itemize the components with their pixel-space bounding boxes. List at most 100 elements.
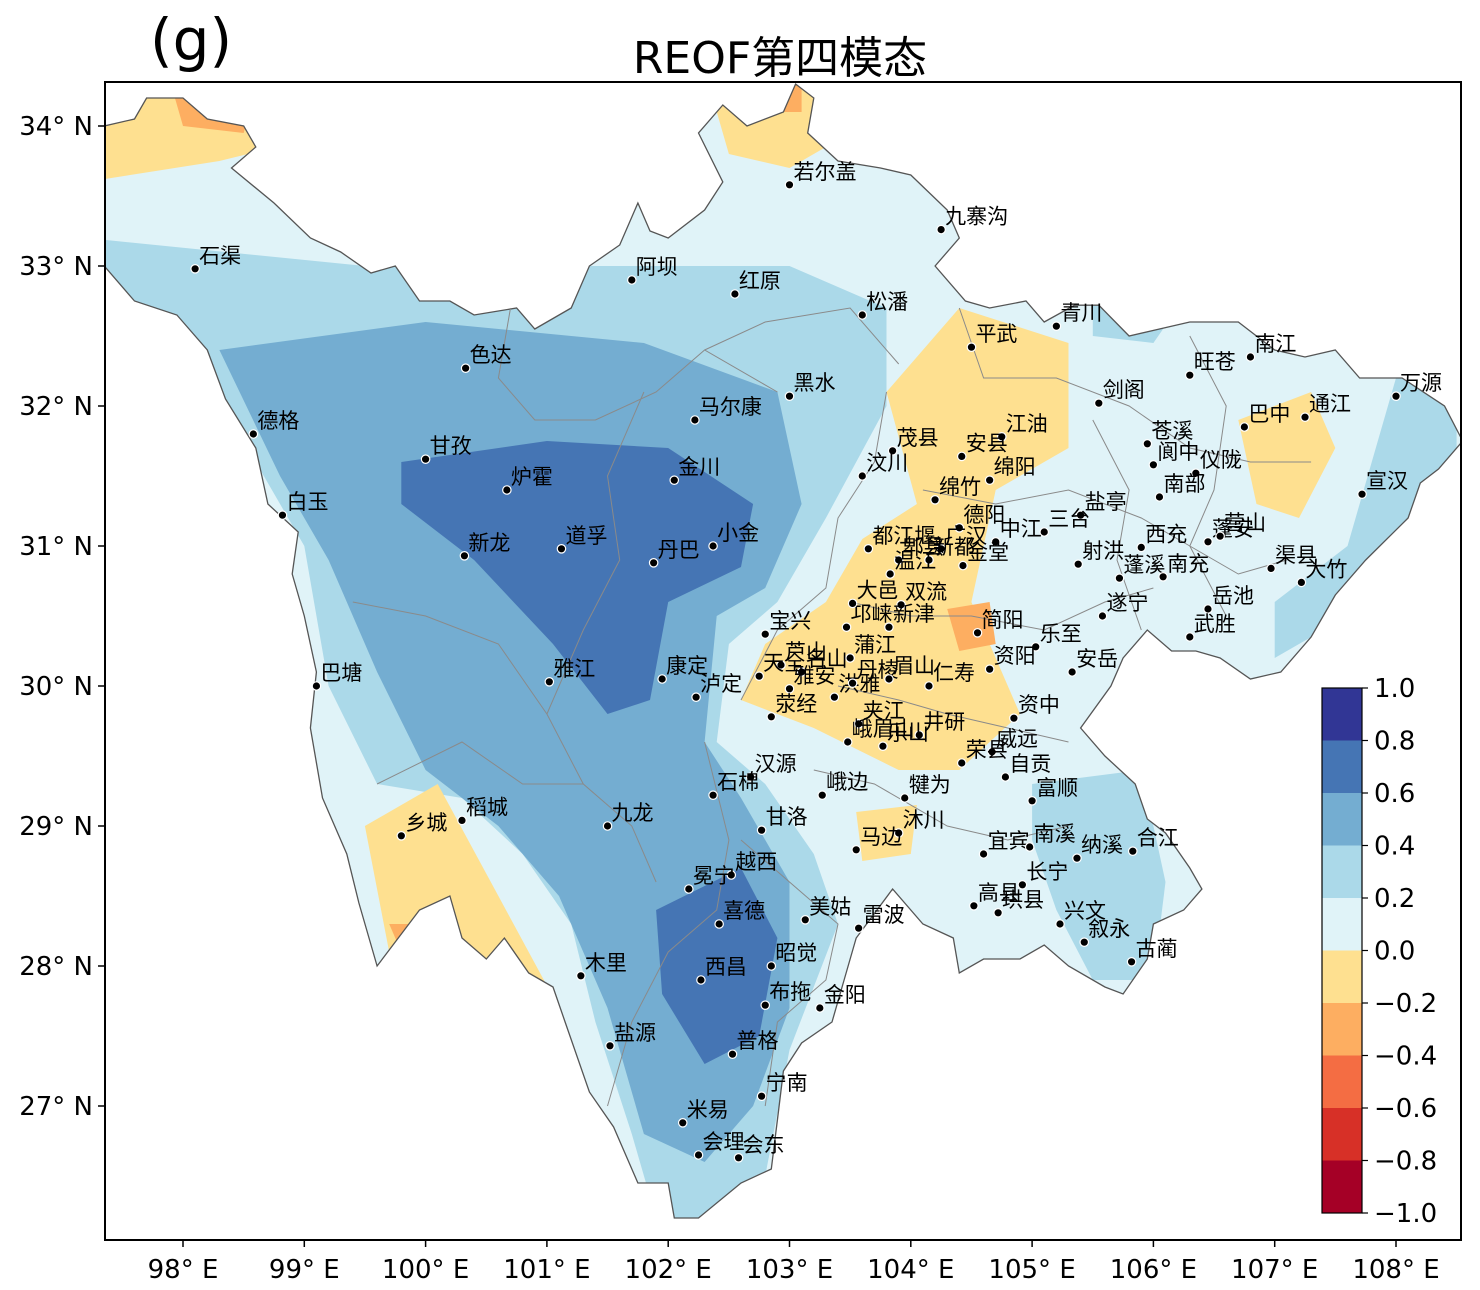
station-label: 青川 [1060,301,1102,325]
contour-patch [1238,392,1336,518]
station-dot [1017,879,1028,890]
station-label: 小金 [717,521,759,545]
station-label: 绵竹 [939,475,981,499]
station-dot [796,667,807,677]
lon-tick-label: 98° E [148,1255,219,1285]
station-dot [956,758,967,768]
station-dot [1072,853,1082,863]
station: 简阳 [972,608,1024,638]
station-label: 荣县 [966,738,1008,762]
station: 阿坝 [627,255,678,285]
station-dot [936,224,946,235]
lon-tick-label: 103° E [746,1255,833,1285]
station-label: 南江 [1254,332,1296,356]
station-label: 乐山 [887,721,929,745]
station-dot [842,737,853,747]
station-label: 富顺 [1036,776,1078,800]
station-label: 若尔盖 [794,160,857,184]
station-label: 马尔康 [699,395,762,419]
station: 纳溪 [1072,833,1123,863]
station: 双流 [896,580,947,610]
station-dot [887,445,898,456]
station-dot [311,681,322,691]
lon-tick-label: 104° E [867,1255,954,1285]
station-label: 普格 [736,1029,778,1053]
station-dot [544,676,555,687]
station-dot [1300,412,1310,422]
map-title: REOF第四模态 [632,33,928,84]
station-label: 自贡 [1009,752,1051,776]
station-label: 盐源 [614,1021,656,1045]
station: 天全 [754,651,805,681]
station: 九龙 [602,801,654,831]
colorbar-tick-label: 0.4 [1374,832,1415,862]
latitude-axis: 27° N 28° N 29° N 30° N 31° N 32° N 33° N 34° N [19,112,105,1122]
station: 甘孜 [420,434,472,464]
station-label: 丹巴 [658,538,700,562]
station-label: 郫县 [903,535,945,559]
station: 南部 [1154,472,1205,502]
station: 布拖 [760,980,811,1010]
station: 合江 [1127,826,1179,856]
station: 会东 [733,1133,785,1163]
station-dot [627,275,637,285]
station: 蒲江 [845,633,896,663]
county-line [813,769,1069,841]
station-label: 新津 [893,602,935,626]
station-dot [884,674,894,684]
station-label: 峨边 [826,770,868,794]
colorbar-tick-label: −0.2 [1374,989,1437,1019]
station: 旺苍 [1184,350,1236,380]
station-label: 巴中 [1248,402,1290,426]
station-label: 松潘 [866,290,908,314]
station: 宜宾 [978,829,1030,859]
station-dot [1027,795,1037,806]
station-dot [1184,370,1195,380]
station-dot [1239,422,1250,432]
station-dot [800,914,811,925]
colorbar-tick-label: 0.8 [1374,727,1415,757]
station-label: 蒲江 [854,633,896,657]
station: 雅江 [544,657,595,687]
station-label: 新龙 [468,531,510,555]
station: 石渠 [190,244,241,274]
station-dot [766,961,777,971]
station: 眉山 [884,654,935,684]
station: 犍为 [899,773,951,803]
station-dot [754,671,764,681]
station-label: 雷波 [863,903,905,927]
colorbar-tick-label: 0.6 [1374,779,1415,809]
station: 新都 [924,535,975,565]
station-label: 泸定 [700,672,742,696]
station: 德格 [248,409,299,439]
colorbar-swatch [1322,1003,1362,1056]
station: 郫县 [893,535,945,565]
station: 绵竹 [930,475,981,505]
station-dot [277,510,288,520]
station-label: 荥经 [775,692,817,716]
station: 若尔盖 [784,160,857,190]
station-dot [930,494,940,505]
station-label: 三台 [1048,507,1090,531]
station: 富顺 [1027,776,1078,806]
map-frame [104,81,1462,1241]
station-label: 雅安 [794,664,836,688]
station-label: 道孚 [565,524,607,548]
lon-tick-label: 102° E [625,1255,712,1285]
station-label: 茂县 [897,426,939,450]
station-label: 兴文 [1064,899,1106,923]
station-dot [602,821,613,831]
station-dot [958,560,968,571]
colorbar-swatch [1322,1160,1362,1214]
station-label: 遂宁 [1106,591,1148,615]
station-label: 天全 [763,651,805,675]
contour-patch [656,868,778,1064]
station: 汉源 [745,752,797,782]
station: 西充 [1136,522,1187,553]
station-label: 甘孜 [430,434,472,458]
station: 珙县 [993,888,1044,918]
station-label: 九寨沟 [945,205,1008,229]
station-label: 高县 [978,881,1020,905]
station-dot [726,870,737,880]
